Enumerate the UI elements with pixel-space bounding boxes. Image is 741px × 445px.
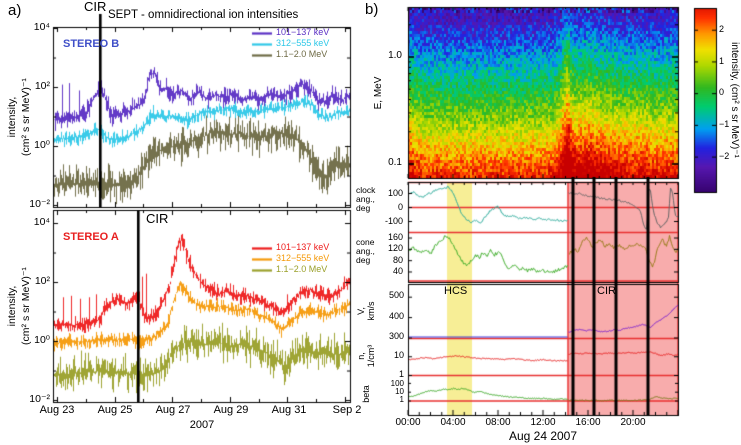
cone-tick-40: 40: [392, 266, 403, 276]
panel-a-xtick-3: Aug 29: [213, 404, 249, 416]
cone-label-line2: ang.,: [356, 245, 375, 256]
colorbar-tick-0: 0: [719, 87, 725, 97]
panel-a-xtick-2: Aug 27: [155, 404, 191, 416]
beta-tick-10: 10: [395, 387, 404, 396]
panel-b-xtick-3: 12:00: [530, 417, 556, 428]
cir-annotation-panel-b: CIR: [597, 285, 616, 297]
colorbar-tick-m1: −1: [719, 119, 730, 129]
n-axis-label: n, 1/cm³: [356, 334, 376, 378]
stereo-b-ytick-1e0: 10⁰: [34, 139, 50, 151]
cir-annotation-stereo-b: CIR: [84, 0, 107, 14]
clock-tick-m100: -100: [384, 216, 403, 226]
legend-b-item-1: 312−555 keV: [276, 38, 330, 48]
e-axis-tick-0p1: 0.1: [388, 157, 402, 168]
cone-label-line3: deg: [356, 254, 371, 265]
panel-b-xtick-5: 20:00: [620, 417, 646, 428]
legend-b-item-2: 1.1−2.0 MeV: [276, 49, 328, 59]
colorbar-tick-m2: −2: [719, 151, 730, 161]
legend-a-item-0: 101−137 keV: [276, 242, 330, 252]
panel-b-xtick-4: 16:00: [575, 417, 601, 428]
panel-a-x-axis-label: 2007: [189, 419, 215, 431]
clock-label-line2: ang.,: [356, 193, 375, 204]
stereo-b-ytick-1e2: 10²: [34, 80, 50, 92]
stereo-a-label: STEREO A: [63, 231, 119, 243]
panel-a-label: a): [8, 2, 22, 19]
stereo-b-label: STEREO B: [63, 38, 120, 50]
cir-annotation-stereo-a: CIR: [146, 211, 169, 226]
clock-label-line1: clock: [356, 185, 376, 195]
v-tick-500: 500: [388, 290, 404, 300]
clock-tick-100: 100: [387, 188, 403, 198]
panel-a-xtick-4: Aug 31: [271, 404, 307, 416]
n-tick-1: 1: [398, 369, 404, 379]
e-axis-tick-1: 1.0: [388, 50, 402, 61]
cone-tick-80: 80: [392, 255, 403, 265]
cone-tick-160: 160: [387, 232, 403, 242]
n-label-line2: 1/cm³: [366, 344, 376, 368]
clock-angle-axis-label: clock ang., deg: [356, 186, 384, 213]
stereo-a-ytick-1e-2: 10⁻²: [29, 393, 50, 405]
cone-label-line1: cone: [356, 237, 375, 247]
colorbar-label: intensity, (cm² s sr MeV)⁻¹: [729, 42, 740, 158]
panel-b-xtick-1: 04:00: [440, 417, 466, 428]
v-tick-400: 400: [388, 311, 404, 321]
panel-b-label: b): [365, 1, 379, 18]
stereo-a-ytick-1e2: 10²: [34, 275, 50, 287]
v-label-line1: V,: [356, 307, 366, 315]
clock-tick-0: 0: [397, 202, 403, 212]
legend-a-item-1: 312−555 keV: [276, 253, 330, 263]
panel-b-xtick-0: 00:00: [395, 417, 421, 428]
v-axis-label: V, km/s: [356, 289, 376, 333]
n-tick-10: 10: [393, 350, 404, 360]
v-label-line2: km/s: [366, 301, 376, 321]
y-axis-label-line1: intensity,: [6, 96, 18, 138]
n-label-line1: n,: [356, 352, 366, 360]
colorbar-tick-2: 2: [719, 24, 725, 34]
stereo-b-y-axis-label: intensity, (cm² s sr MeV)⁻¹: [5, 32, 35, 202]
cone-angle-axis-label: cone ang., deg: [356, 238, 384, 265]
clock-label-line3: deg: [356, 202, 371, 213]
panel-a-xtick-0: Aug 23: [39, 404, 75, 416]
beta-axis-label: beta: [361, 385, 371, 403]
v-tick-300: 300: [388, 331, 404, 341]
cone-tick-120: 120: [387, 243, 403, 253]
panel-b-x-axis-label: Aug 24 2007: [508, 429, 578, 443]
panel-a-xtick-5: Sep 2: [332, 404, 362, 416]
y-axis-label-line2: (cm² s sr MeV)⁻¹: [20, 78, 32, 156]
y-axis-label-line2: (cm² s sr MeV)⁻¹: [20, 267, 32, 345]
panel-a-title: SEPT - omnidirectional ion intensities: [108, 9, 299, 21]
legend-a-item-2: 1.1−2.0 MeV: [276, 264, 328, 274]
stereo-a-ytick-1e0: 10⁰: [34, 334, 50, 346]
beta-tick-1: 1: [399, 395, 404, 404]
hcs-annotation: HCS: [444, 285, 468, 297]
e-axis-label: E, MeV: [373, 76, 384, 110]
panel-a-xtick-1: Aug 25: [97, 404, 133, 416]
panel-b-xtick-2: 08:00: [485, 417, 511, 428]
stereo-b-ytick-1e-2: 10⁻²: [29, 198, 50, 210]
stereo-a-ytick-1e4: 10⁴: [33, 216, 50, 228]
beta-tick-100: 100: [390, 379, 404, 388]
stereo-a-y-axis-label: intensity, (cm² s sr MeV)⁻¹: [5, 221, 35, 391]
y-axis-label-line1: intensity,: [6, 285, 18, 327]
colorbar-tick-1: 1: [719, 56, 725, 66]
stereo-b-ytick-1e4: 10⁴: [33, 21, 50, 33]
legend-b-item-0: 101−137 keV: [276, 27, 330, 37]
